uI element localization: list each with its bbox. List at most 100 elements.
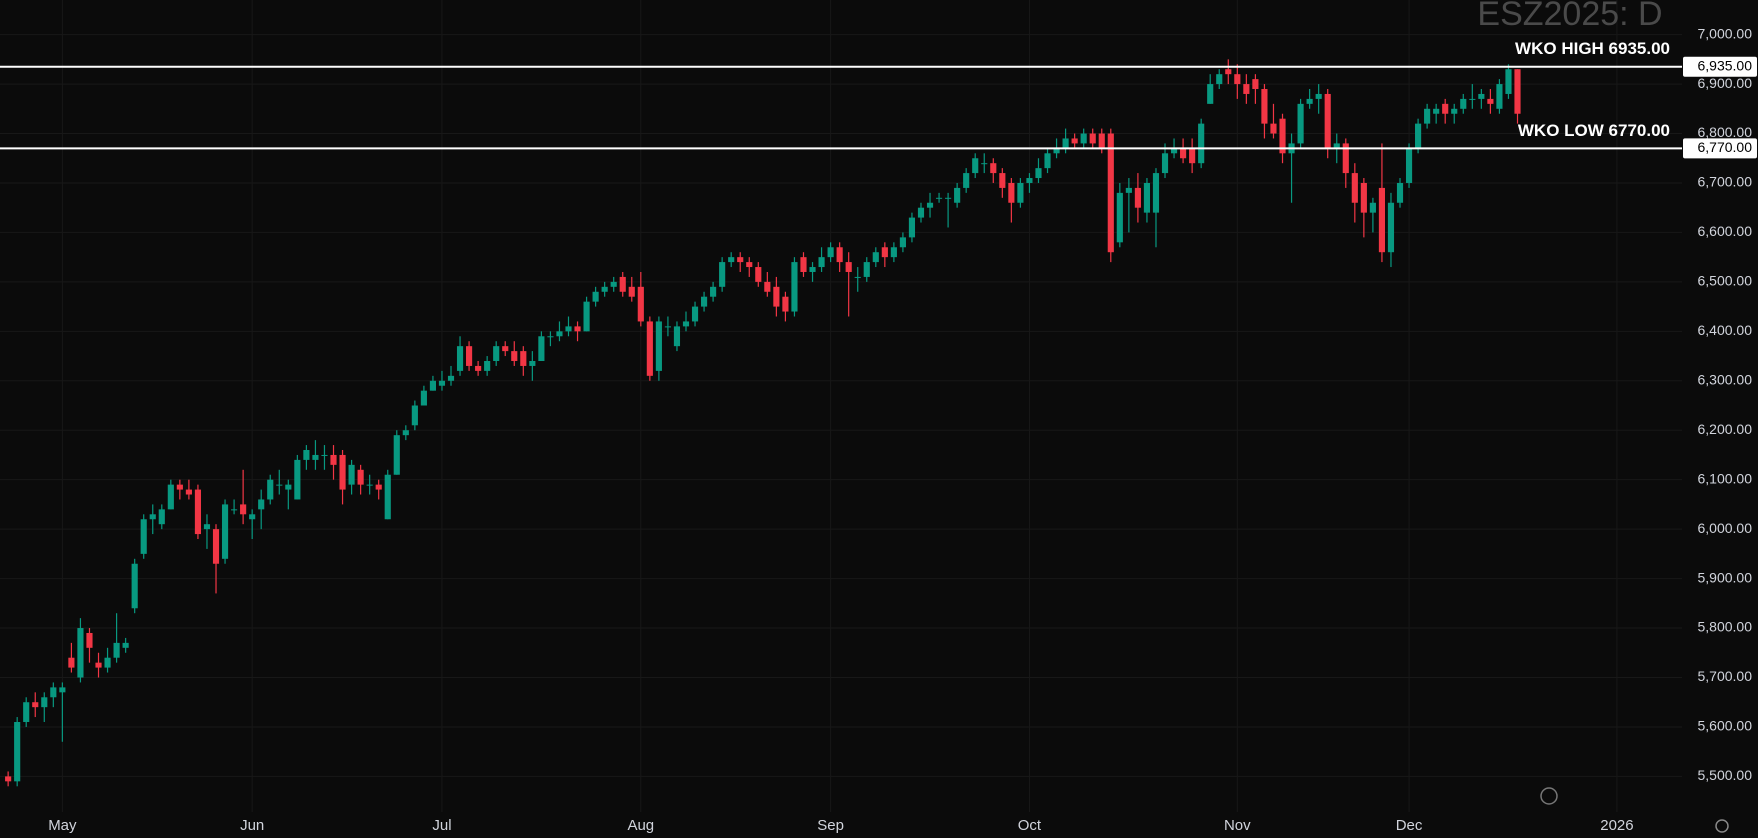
candles <box>5 59 1521 787</box>
candle-body <box>5 776 12 782</box>
candle-body <box>655 321 662 371</box>
candle-body <box>1243 84 1250 94</box>
candle-body <box>574 326 581 332</box>
candle-body <box>990 163 997 174</box>
candle-body <box>1198 123 1205 164</box>
candle-body <box>429 380 437 391</box>
y-tick-label: 7,000.00 <box>1698 25 1753 41</box>
candle-body <box>1487 98 1494 104</box>
price-tag-label: 6,770.00 <box>1698 139 1753 155</box>
candle-body <box>619 276 626 292</box>
candle-body <box>375 484 382 490</box>
candle-body <box>1451 108 1458 114</box>
replay-icon[interactable] <box>1540 787 1558 805</box>
level-label: WKO LOW 6770.00 <box>1518 121 1670 140</box>
candle-body <box>538 336 545 361</box>
candle-body <box>1053 148 1060 154</box>
candle-body <box>791 262 798 312</box>
candle-body <box>1080 133 1087 144</box>
x-tick-label: 2026 <box>1600 817 1633 834</box>
candle-body <box>1225 69 1232 75</box>
candle-body <box>773 286 780 307</box>
candle-body <box>466 346 473 366</box>
y-tick-label: 6,700.00 <box>1698 174 1753 190</box>
candle-body <box>14 721 21 782</box>
x-tick-label: May <box>48 817 77 834</box>
candle-body <box>402 430 409 436</box>
candle-body <box>366 484 373 486</box>
candle-body <box>628 286 635 297</box>
candle-body <box>167 484 174 510</box>
candle-body <box>1387 202 1395 253</box>
candle-body <box>836 247 843 263</box>
candle-body <box>1478 93 1485 99</box>
candle-body <box>972 158 979 174</box>
candle-body <box>746 262 753 268</box>
candle-body <box>420 390 427 406</box>
candle-body <box>1424 108 1431 124</box>
price-tag <box>1683 56 1757 77</box>
y-tick-label: 6,400.00 <box>1698 322 1753 338</box>
candle-body <box>493 346 500 361</box>
candle-body <box>456 346 464 371</box>
y-tick-label: 5,900.00 <box>1698 569 1753 585</box>
candle-body <box>1396 182 1404 203</box>
candle-body <box>1035 168 1042 179</box>
candle-body <box>1514 69 1521 114</box>
candle-body <box>529 360 536 366</box>
candle-body <box>1207 84 1214 104</box>
y-tick-label: 6,000.00 <box>1698 520 1753 536</box>
candle-body <box>691 306 699 322</box>
candle-body <box>258 499 265 510</box>
candle-body <box>881 247 888 258</box>
candle-body <box>1116 192 1123 243</box>
candle-body <box>1261 89 1268 124</box>
candle-body <box>231 509 238 511</box>
candle-body <box>926 202 934 208</box>
candle-body <box>176 484 183 490</box>
candle-body <box>113 642 120 658</box>
candle-body <box>212 529 220 564</box>
candle-body <box>122 642 129 648</box>
x-tick-label: Dec <box>1396 817 1423 834</box>
candle-body <box>1333 143 1340 149</box>
candle-body <box>68 657 75 668</box>
candle-body <box>1152 173 1160 213</box>
candle-body <box>899 237 906 248</box>
candle-body <box>728 257 735 263</box>
candle-body <box>484 360 491 371</box>
candle-body <box>1161 153 1169 174</box>
candle-body <box>954 187 961 203</box>
candle-body <box>249 514 256 520</box>
candle-body <box>32 702 39 708</box>
candle-body <box>1252 79 1259 90</box>
candle-body <box>1442 103 1449 114</box>
candle-body <box>140 519 147 554</box>
x-tick-label: Oct <box>1018 817 1042 834</box>
candle-body <box>809 267 816 272</box>
price-tag <box>1683 138 1757 159</box>
candle-body <box>1297 103 1304 144</box>
settings-icon[interactable] <box>1715 819 1729 833</box>
y-tick-label: 6,100.00 <box>1698 470 1753 486</box>
candle-body <box>267 479 274 500</box>
candle-body <box>637 286 644 322</box>
candle-body <box>411 405 418 426</box>
x-tick-label: Jun <box>240 817 264 834</box>
candle-body <box>1496 84 1503 109</box>
candle-body <box>339 454 346 490</box>
candle-body <box>981 163 988 165</box>
candle-body <box>719 262 726 287</box>
y-tick-label: 6,600.00 <box>1698 223 1753 239</box>
candle-body <box>999 173 1006 188</box>
candle-body <box>592 291 599 302</box>
candle-body <box>1089 133 1096 144</box>
y-tick-label: 5,600.00 <box>1698 718 1753 734</box>
candle-body <box>1134 187 1141 208</box>
candle-body <box>583 301 590 332</box>
candle-body <box>601 286 608 292</box>
candle-body <box>511 351 518 361</box>
candle-body <box>1008 182 1015 203</box>
candle-body <box>1433 108 1440 114</box>
